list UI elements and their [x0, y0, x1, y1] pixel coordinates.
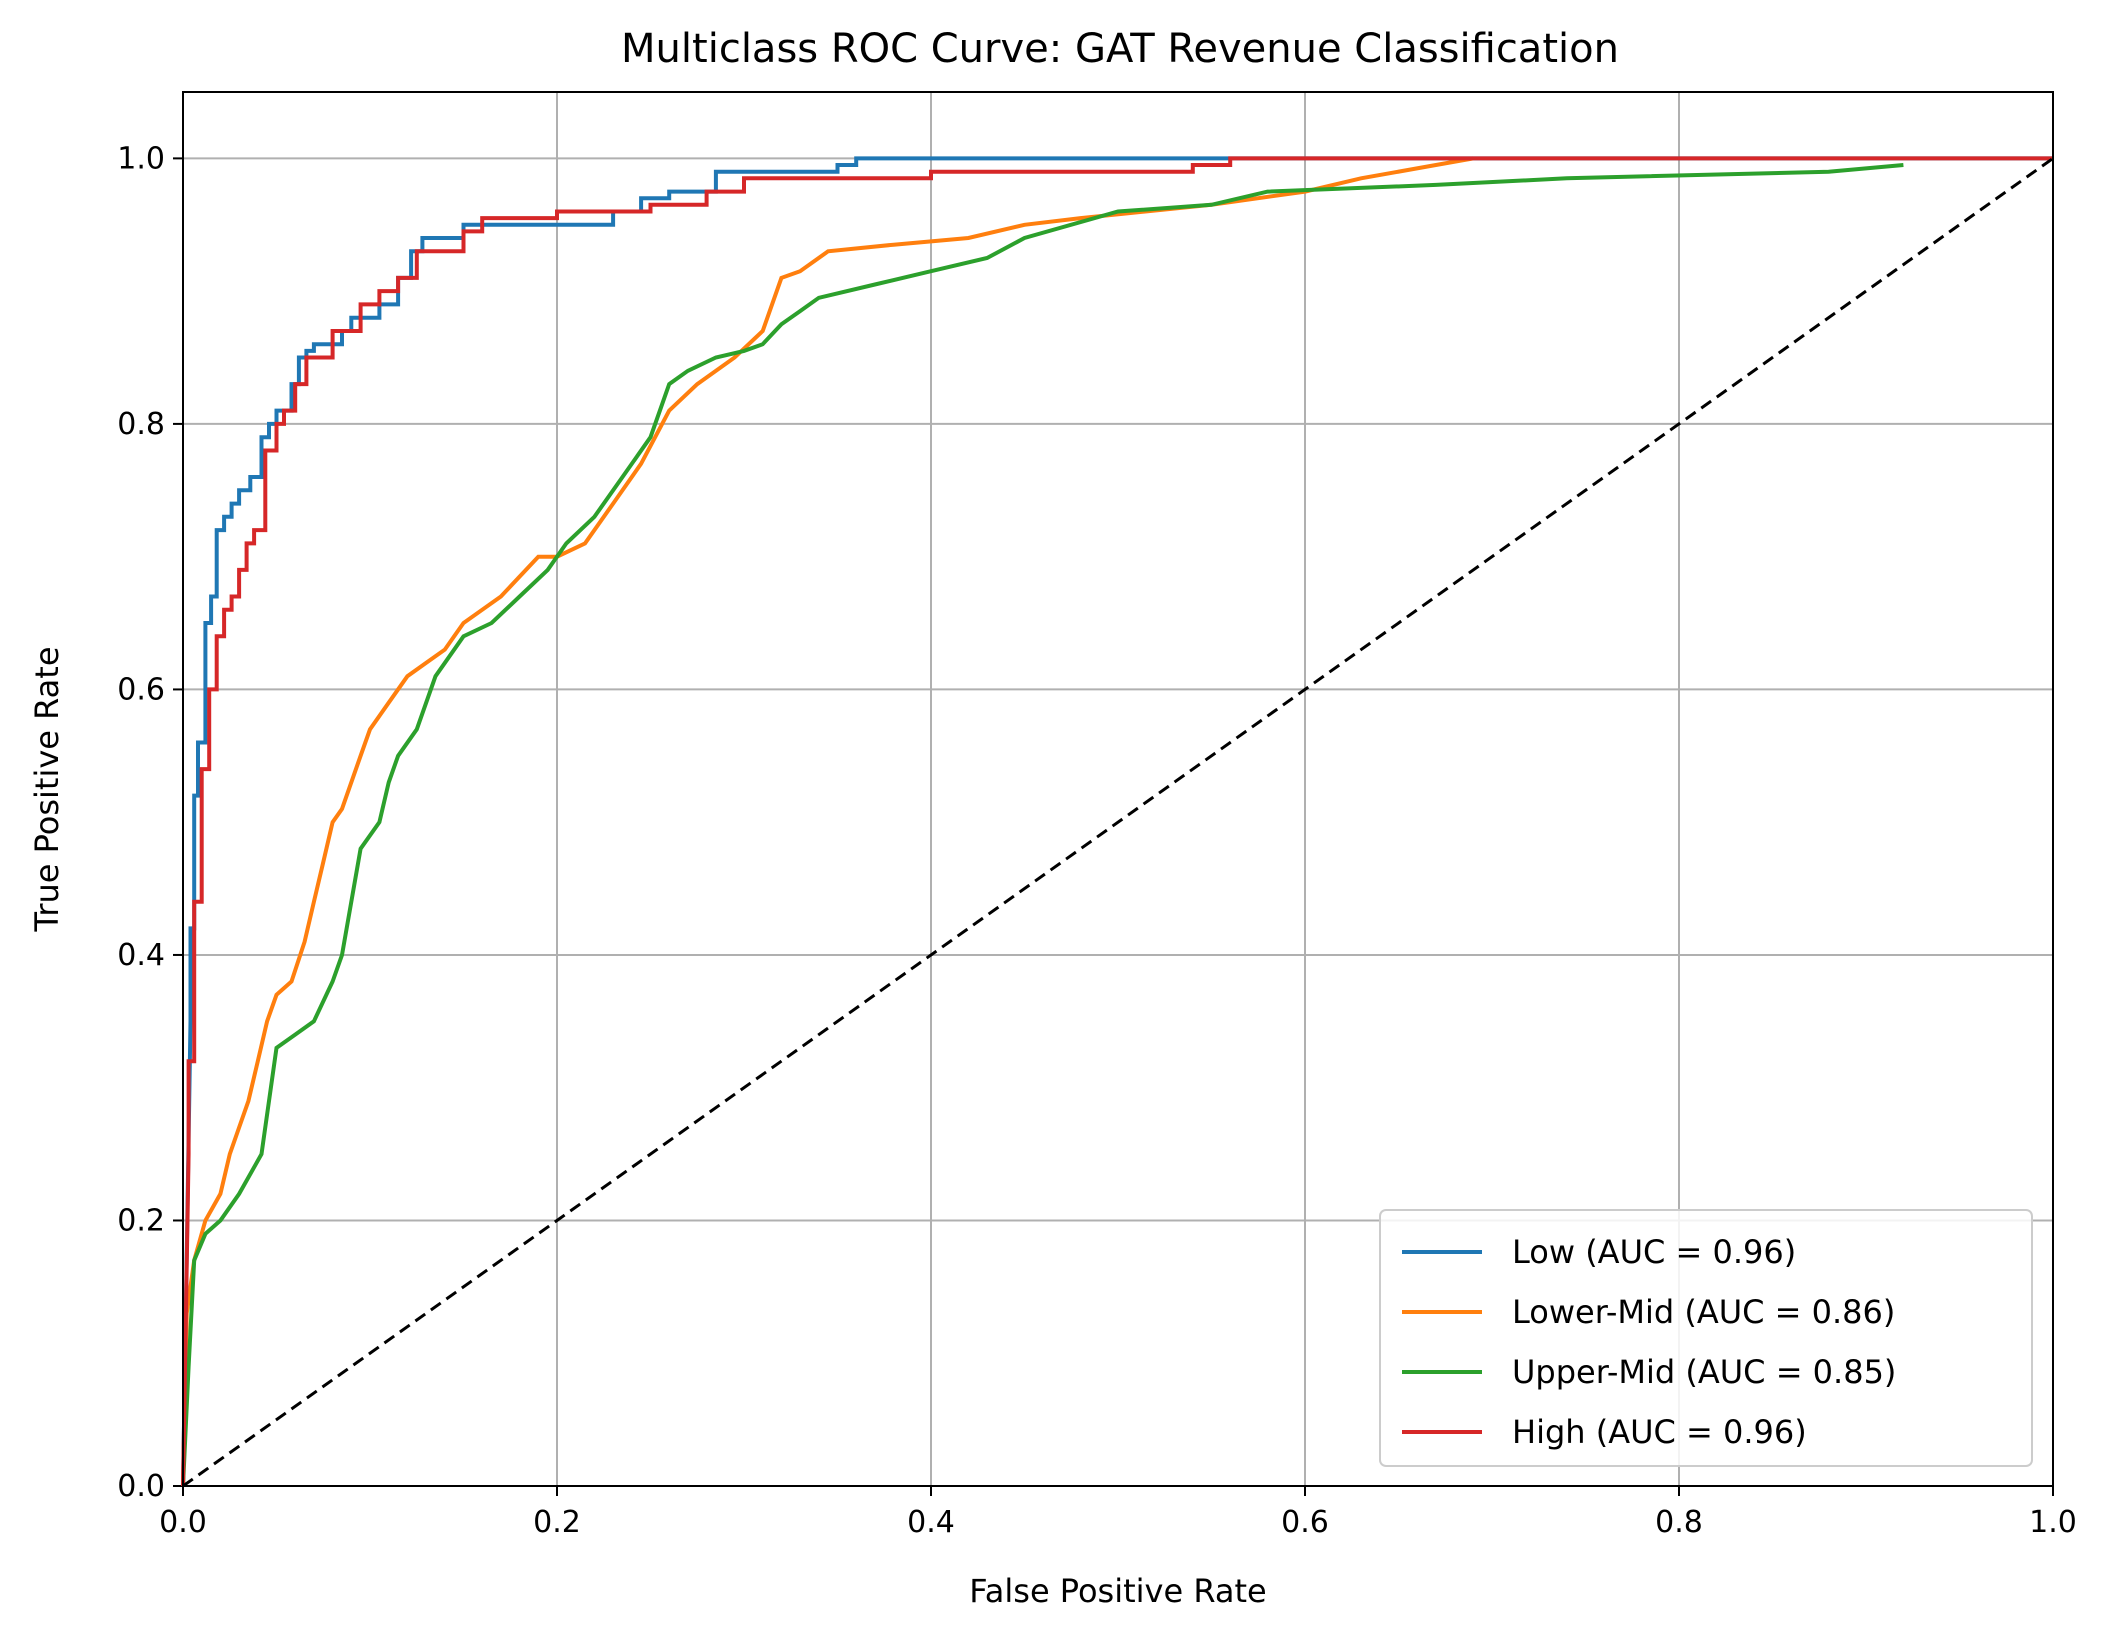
- legend-label: Lower-Mid (AUC = 0.86): [1512, 1293, 1895, 1331]
- x-tick-label: 0.6: [1281, 1505, 1329, 1540]
- roc-line-series-3: [181, 163, 1904, 1487]
- x-tick-label: 0.4: [907, 1505, 955, 1540]
- roc-line-series-1: [181, 156, 2053, 1487]
- x-tick-label: 0.0: [159, 1505, 207, 1540]
- plot-frame: [182, 91, 2054, 1487]
- grid: [182, 92, 2054, 1487]
- legend-label: Upper-Mid (AUC = 0.85): [1512, 1353, 1896, 1391]
- legend: Low (AUC = 0.96) Lower-Mid (AUC = 0.86) Up…: [1379, 1209, 2033, 1467]
- x-tick-label: 0.8: [1655, 1505, 1703, 1540]
- y-tick-label: 0.2: [117, 1203, 165, 1238]
- series-layer: [181, 156, 2054, 1488]
- x-tick-label: 0.2: [533, 1505, 581, 1540]
- y-tick-label: 0.6: [117, 672, 165, 707]
- roc-line-series-2: [181, 156, 1474, 1487]
- y-tick-label: 1.0: [117, 141, 165, 176]
- legend-label: High (AUC = 0.96): [1512, 1413, 1807, 1451]
- y-tick-label: 0.0: [117, 1469, 165, 1504]
- y-tick-label: 0.8: [117, 407, 165, 442]
- axes: 0.0 0.2 0.4 0.6 0.8 1.0 0.0 0.2 0.4 0.6 0.8 1.0: [117, 141, 2077, 1540]
- legend-label: Low (AUC = 0.96): [1512, 1233, 1796, 1271]
- x-axis-title: False Positive Rate: [969, 1572, 1266, 1610]
- legend-box: [1379, 1209, 2033, 1467]
- roc-line-series-4: [181, 156, 2053, 1487]
- chart-title: Multiclass ROC Curve: GAT Revenue Classi…: [621, 26, 1619, 72]
- x-tick-label: 1.0: [2029, 1505, 2077, 1540]
- chance-diagonal-line: [182, 157, 2054, 1488]
- y-tick-label: 0.4: [117, 938, 165, 973]
- y-axis-title: True Positive Rate: [28, 646, 66, 932]
